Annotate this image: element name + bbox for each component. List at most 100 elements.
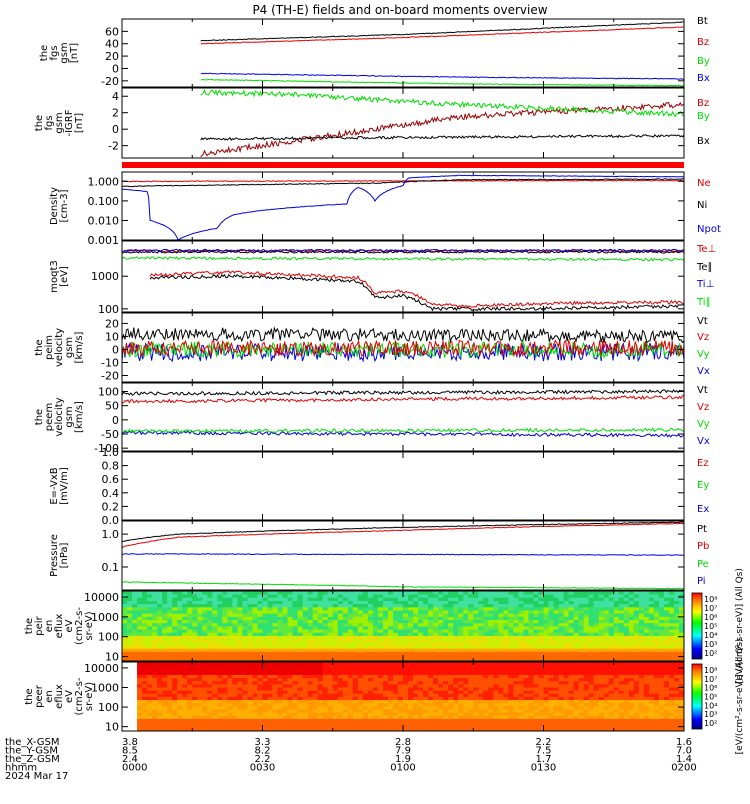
y-tick-label: 0 bbox=[112, 62, 119, 75]
time-axis-value: 0200 bbox=[671, 763, 696, 774]
colorbar-tick-label: 10⁵ bbox=[704, 693, 717, 702]
legend-entry: Ti∥ bbox=[696, 297, 711, 308]
colorbar-p9 bbox=[692, 593, 702, 659]
y-tick-label: 1.0 bbox=[102, 446, 120, 459]
legend-entry: Te⊥ bbox=[696, 244, 716, 255]
y-tick-label: 10 bbox=[105, 721, 119, 734]
y-tick-label: 10 bbox=[105, 330, 119, 343]
legend-entry: Te∥ bbox=[696, 262, 713, 273]
series-line-p1-1 bbox=[201, 27, 684, 44]
legend-entry: Ti⊥ bbox=[696, 279, 714, 290]
colorbar-tick-label: 10⁶ bbox=[704, 684, 717, 693]
series-line-p1-0 bbox=[201, 22, 684, 41]
y-tick-label: 4 bbox=[112, 90, 119, 103]
y-tick-label: -20 bbox=[101, 369, 119, 382]
legend-entry: Pt bbox=[697, 524, 707, 535]
colorbar-tick-label: 10⁷ bbox=[704, 604, 717, 613]
legend-entry: Npot bbox=[697, 224, 721, 235]
legend-entry: Vz bbox=[697, 332, 709, 343]
y-axis-label: [nT] bbox=[69, 43, 80, 63]
y-axis-label: sr-eV) bbox=[84, 682, 95, 711]
legend-entry: Vz bbox=[697, 402, 709, 413]
y-tick-label: 100 bbox=[98, 631, 119, 644]
y-tick-label: 1.000 bbox=[88, 175, 120, 188]
series-line-p1-3 bbox=[201, 73, 684, 79]
y-tick-label: 0.100 bbox=[88, 195, 120, 208]
y-tick-label: 1.0 bbox=[102, 528, 120, 541]
y-tick-label: 0 bbox=[112, 123, 119, 136]
legend-entry: Vt bbox=[697, 316, 708, 327]
colorbar-tick-label: 10⁶ bbox=[704, 613, 717, 622]
y-axis-label: [cm-3] bbox=[59, 189, 70, 222]
y-tick-label: -50 bbox=[101, 428, 119, 441]
y-tick-label: 0.6 bbox=[102, 473, 120, 486]
series-line-p3-2 bbox=[122, 175, 684, 240]
colorbar-tick-label: 10² bbox=[704, 719, 717, 728]
y-tick-label: -20 bbox=[101, 75, 119, 88]
series-line-p1-2 bbox=[201, 80, 684, 87]
legend-entry: Bt bbox=[697, 16, 708, 27]
legend-entry: Ex bbox=[697, 504, 709, 515]
legend-entry: Vy bbox=[697, 419, 710, 430]
y-tick-label: 0 bbox=[112, 414, 119, 427]
legend-entry: Vx bbox=[697, 366, 710, 377]
legend-entry: Ez bbox=[697, 458, 709, 469]
y-tick-label: 1000 bbox=[91, 611, 119, 624]
y-tick-label: 60 bbox=[105, 25, 119, 38]
y-tick-label: 100 bbox=[98, 386, 119, 399]
series-line-p3-0 bbox=[122, 180, 684, 182]
y-tick-label: -2 bbox=[108, 140, 119, 153]
y-axis-label: [km/s] bbox=[74, 331, 85, 363]
colorbar-tick-label: 10³ bbox=[704, 710, 717, 719]
colorbar-tick-label: 10⁷ bbox=[704, 675, 717, 684]
y-tick-label: 0.001 bbox=[88, 234, 120, 247]
y-tick-label: 0.1 bbox=[102, 561, 120, 574]
colorbar-tick-label: 10² bbox=[704, 649, 717, 658]
y-tick-label: 0.8 bbox=[102, 460, 120, 473]
series-line-p6-3 bbox=[122, 390, 684, 395]
plot-frame-p8 bbox=[122, 521, 684, 590]
legend-entry: Ne bbox=[697, 178, 711, 189]
time-axis-date: 2024 Mar 17 bbox=[5, 771, 68, 782]
series-line-p8-3 bbox=[122, 554, 684, 556]
series-line-p6-2 bbox=[122, 396, 684, 404]
time-axis-value: 0000 bbox=[122, 763, 147, 774]
time-axis-value: 0030 bbox=[250, 763, 275, 774]
series-line-p4-3 bbox=[122, 257, 684, 261]
legend-entry: By bbox=[697, 56, 710, 67]
colorbar-tick-label: 10⁴ bbox=[704, 701, 717, 710]
y-tick-label: 1000 bbox=[91, 270, 119, 283]
y-tick-label: 50 bbox=[105, 400, 119, 413]
y-tick-label: 20 bbox=[105, 50, 119, 63]
colorbar-tick-label: 10⁵ bbox=[704, 622, 717, 631]
y-axis-label: [nPa] bbox=[59, 542, 70, 568]
y-tick-label: 0.010 bbox=[88, 214, 120, 227]
legend-entry: Vy bbox=[697, 349, 710, 360]
y-tick-label: 100 bbox=[98, 303, 119, 316]
y-tick-label: 10000 bbox=[84, 591, 119, 604]
legend-entry: Bz bbox=[697, 98, 709, 109]
legend-entry: Bx bbox=[697, 136, 710, 147]
legend-entry: Bx bbox=[697, 73, 710, 84]
legend-entry: Vt bbox=[697, 385, 708, 396]
colorbar-p10 bbox=[692, 664, 702, 729]
figure-title: P4 (TH-E) fields and on-board moments ov… bbox=[252, 3, 547, 17]
y-tick-label: 0.4 bbox=[102, 487, 120, 500]
y-tick-label: 0 bbox=[112, 343, 119, 356]
legend-entry: Bz bbox=[697, 37, 709, 48]
y-tick-label: 0.0 bbox=[102, 514, 120, 527]
colorbar-tick-label: 10⁸ bbox=[704, 595, 717, 604]
y-axis-label: [eV] bbox=[59, 266, 70, 287]
legend-entry: Ey bbox=[697, 480, 709, 491]
series-line-p2-1 bbox=[201, 90, 684, 116]
y-tick-label: 20 bbox=[105, 317, 119, 330]
y-axis-label: [km/s] bbox=[74, 401, 85, 433]
spectrogram-p9 bbox=[122, 591, 684, 661]
legend-entry: Pe bbox=[697, 559, 709, 570]
